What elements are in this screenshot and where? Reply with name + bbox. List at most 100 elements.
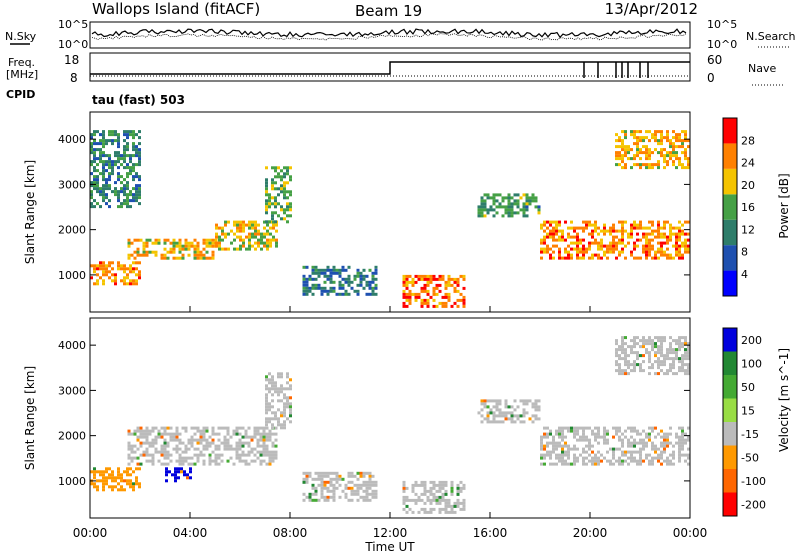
power-echo-cell: [540, 226, 543, 230]
velocity-echo-cell: [639, 366, 642, 370]
velocity-echo-cell: [326, 489, 330, 493]
power-echo-cell: [432, 304, 436, 308]
velocity-echo-cell: [561, 438, 564, 442]
velocity-echo-cell: [483, 402, 487, 406]
velocity-echo-cell: [681, 360, 684, 364]
velocity-echo-cell: [513, 420, 517, 424]
power-echo-cell: [271, 178, 274, 182]
power-echo-cell: [672, 163, 675, 167]
power-echo-cell: [423, 301, 427, 305]
velocity-echo-cell: [444, 501, 448, 505]
velocity-echo-cell: [283, 423, 286, 427]
velocity-echo-cell: [268, 435, 272, 439]
power-echo-cell: [660, 226, 663, 230]
power-echo-cell: [675, 247, 678, 251]
power-echo-cell: [359, 277, 363, 281]
power-echo-cell: [365, 280, 369, 284]
velocity-echo-cell: [166, 450, 170, 454]
power-echo-cell: [687, 247, 690, 251]
power-echo-cell: [154, 238, 158, 242]
velocity-echo-cell: [262, 459, 266, 463]
power-echo-cell: [558, 229, 561, 233]
velocity-echo-cell: [543, 432, 546, 436]
power-echo-cell: [672, 256, 675, 260]
velocity-echo-cell: [171, 473, 174, 477]
power-echo-cell: [260, 232, 263, 236]
velocity-echo-cell: [576, 459, 579, 463]
velocity-echo-cell: [537, 408, 541, 412]
velocity-echo-cell: [132, 482, 135, 486]
velocity-echo-cell: [540, 447, 543, 451]
power-echo-cell: [462, 274, 466, 278]
power-echo-cell: [558, 238, 561, 242]
power-echo-cell: [93, 169, 96, 173]
velocity-echo-cell: [594, 459, 597, 463]
power-echo-cell: [215, 226, 218, 230]
power-echo-cell: [129, 160, 132, 164]
velocity-echo-cell: [675, 435, 678, 439]
velocity-echo-cell: [459, 501, 463, 505]
power-echo-cell: [274, 196, 277, 200]
power-echo-cell: [624, 256, 627, 260]
power-echo-cell: [114, 282, 117, 286]
power-echo-cell: [317, 283, 321, 287]
power-echo-cell: [684, 148, 687, 152]
velocity-echo-cell: [576, 426, 579, 430]
time-tick-label: 00:00: [73, 526, 108, 540]
power-echo-cell: [642, 250, 645, 254]
power-colorbar-tick-label: 8: [741, 246, 748, 259]
power-echo-cell: [543, 247, 546, 251]
power-echo-cell: [657, 220, 660, 224]
velocity-echo-cell: [645, 441, 648, 445]
velocity-colorbar-tick-label: -50: [741, 451, 759, 464]
velocity-echo-cell: [585, 435, 588, 439]
power-echo-cell: [675, 157, 678, 161]
velocity-echo-cell: [244, 459, 248, 463]
power-echo-cell: [618, 157, 621, 161]
velocity-echo-cell: [177, 476, 180, 480]
power-echo-cell: [211, 253, 215, 257]
velocity-echo-cell: [447, 501, 451, 505]
velocity-echo-cell: [93, 473, 96, 477]
power-echo-cell: [582, 226, 585, 230]
power-echo-cell: [666, 235, 669, 239]
power-echo-cell: [624, 145, 627, 149]
power-echo-cell: [108, 172, 111, 176]
velocity-echo-cell: [681, 354, 684, 358]
power-echo-cell: [552, 238, 555, 242]
power-echo-cell: [289, 214, 292, 218]
power-echo-cell: [507, 214, 511, 218]
velocity-echo-cell: [621, 369, 624, 373]
velocity-echo-cell: [311, 498, 315, 502]
power-echo-cell: [648, 244, 651, 248]
velocity-echo-cell: [196, 459, 200, 463]
power-echo-cell: [663, 148, 666, 152]
power-echo-cell: [135, 133, 138, 137]
velocity-echo-cell: [636, 354, 639, 358]
power-echo-cell: [108, 184, 111, 188]
velocity-echo-cell: [630, 453, 633, 457]
power-echo-cell: [597, 247, 600, 251]
power-echo-cell: [621, 157, 624, 161]
power-echo-cell: [504, 205, 508, 209]
velocity-echo-cell: [540, 441, 543, 445]
power-echo-cell: [675, 238, 678, 242]
velocity-echo-cell: [678, 366, 681, 370]
power-echo-cell: [132, 148, 135, 152]
velocity-echo-cell: [256, 456, 260, 460]
power-echo-cell: [93, 160, 96, 164]
power-echo-cell: [271, 202, 274, 206]
power-echo-cell: [402, 295, 406, 299]
power-echo-cell: [102, 282, 105, 286]
power-echo-cell: [420, 286, 424, 290]
power-echo-cell: [93, 267, 96, 271]
power-echo-cell: [669, 238, 672, 242]
velocity-echo-cell: [450, 492, 454, 496]
velocity-echo-cell: [265, 402, 268, 406]
velocity-echo-cell: [268, 429, 272, 433]
velocity-echo-cell: [163, 456, 167, 460]
velocity-echo-cell: [564, 453, 567, 457]
power-echo-cell: [326, 277, 330, 281]
velocity-echo-cell: [624, 336, 627, 340]
power-echo-cell: [114, 279, 117, 283]
